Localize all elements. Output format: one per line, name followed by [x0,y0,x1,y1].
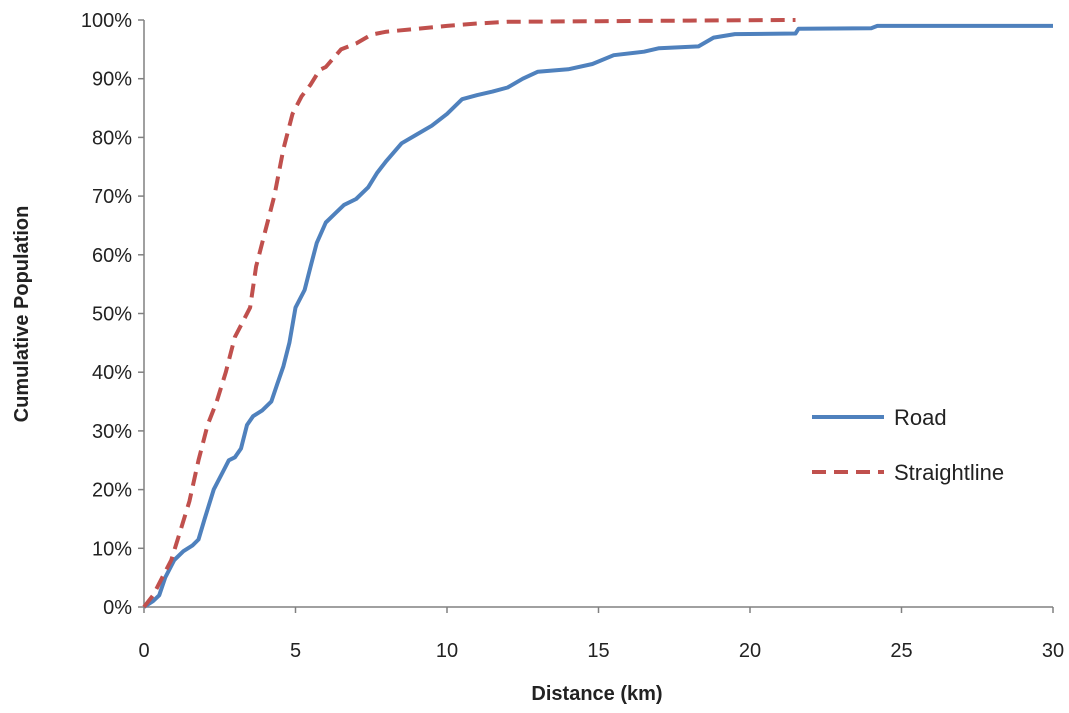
tick-labels: 0% 10% 20% 30% 40% 50% 60% 70% 80% 90% 100% 0 5 10 15 2… [81,10,1064,662]
y-tick-label: 80% [92,127,132,149]
x-tick-label: 20 [739,640,761,662]
series-line-straightline [142,18,796,609]
legend-label-road: Road [894,405,947,430]
x-tick-label: 25 [890,640,912,662]
y-tick-label: 10% [92,538,132,560]
y-tick-label: 70% [92,186,132,208]
x-tick-label: 15 [587,640,609,662]
x-tick-label: 30 [1042,640,1064,662]
x-tick-label: 5 [290,640,301,662]
x-tick-label: 10 [436,640,458,662]
y-tick-label: 40% [92,362,132,384]
y-tick-label: 60% [92,245,132,267]
series-line-road [142,23,1053,609]
x-axis-title: Distance (km) [531,683,662,705]
x-tick-label: 0 [138,640,149,662]
series-lines [142,18,1053,609]
y-axis-title: Cumulative Population [11,206,33,423]
legend: Road Straightline [812,405,1004,485]
y-tick-label: 90% [92,69,132,91]
y-tick-label: 100% [81,10,132,32]
legend-label-straightline: Straightline [894,460,1004,485]
y-tick-label: 30% [92,421,132,443]
y-tick-label: 50% [92,304,132,326]
y-tick-label: 0% [103,597,132,619]
axes [138,19,1054,613]
y-tick-label: 20% [92,480,132,502]
